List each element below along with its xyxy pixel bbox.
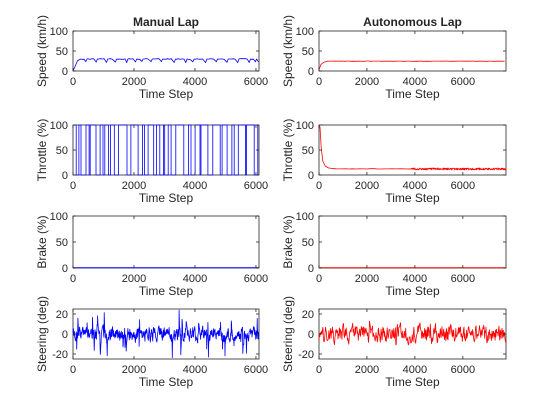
x-tick-label: 4000 <box>183 364 207 376</box>
x-tick-label: 2000 <box>355 273 379 285</box>
x-tick-label: 6000 <box>244 180 268 192</box>
series-line <box>318 320 507 346</box>
series-line <box>72 309 259 358</box>
x-tick-label: 2000 <box>355 180 379 192</box>
y-tick-label: -20 <box>298 349 314 361</box>
series-line <box>318 124 507 171</box>
plot-area <box>318 30 507 72</box>
series-line <box>72 58 259 72</box>
x-tick-label: 2000 <box>122 273 146 285</box>
y-tick-label: 0 <box>62 263 68 275</box>
y-tick-label: 20 <box>56 309 68 321</box>
x-tick-label: 6000 <box>451 273 475 285</box>
y-tick-label: 0 <box>62 66 68 78</box>
subplot-3: 0 2000 4000 6000 0 50 100 Time Step Throttle (%) <box>35 119 268 205</box>
chart-title: Manual Lap <box>133 15 199 29</box>
subplot-4: 0 2000 4000 6000 0 50 100 Time Step Throttle (%) <box>281 119 507 205</box>
y-tick-label: -20 <box>52 349 68 361</box>
y-tick-label: 0 <box>308 170 314 182</box>
plot-area <box>72 215 260 269</box>
x-tick-label: 2000 <box>355 76 379 88</box>
x-tick-label: 4000 <box>403 273 427 285</box>
y-tick-label: 0 <box>62 329 68 341</box>
x-tick-label: 0 <box>316 364 322 376</box>
y-tick-label: 50 <box>56 46 68 58</box>
y-tick-label: 50 <box>56 145 68 157</box>
x-tick-label: 6000 <box>244 76 268 88</box>
y-axis-label: Throttle (%) <box>35 119 49 182</box>
y-tick-label: 100 <box>50 26 68 38</box>
y-tick-label: 50 <box>302 145 314 157</box>
plot-area <box>72 124 260 176</box>
x-tick-label: 4000 <box>183 273 207 285</box>
x-tick-label: 4000 <box>183 180 207 192</box>
x-tick-label: 0 <box>316 76 322 88</box>
x-axis-label: Time Step <box>385 375 440 389</box>
x-tick-label: 0 <box>70 76 76 88</box>
x-tick-label: 2000 <box>122 364 146 376</box>
y-tick-label: 100 <box>296 211 314 223</box>
y-tick-label: 50 <box>302 237 314 249</box>
x-axis-label: Time Step <box>385 191 440 205</box>
y-axis-label: Steering (deg) <box>281 296 295 372</box>
x-tick-label: 4000 <box>403 76 427 88</box>
x-tick-label: 6000 <box>244 273 268 285</box>
y-axis-label: Throttle (%) <box>281 119 295 182</box>
subplot-6: 0 2000 4000 6000 0 50 100 Time Step Brake (%) <box>281 211 507 298</box>
y-tick-label: 100 <box>50 120 68 132</box>
x-axis-label: Time Step <box>139 191 194 205</box>
y-tick-label: 0 <box>62 170 68 182</box>
y-axis-label: Speed (km/h) <box>35 15 49 87</box>
x-tick-label: 4000 <box>403 180 427 192</box>
x-axis-label: Time Step <box>139 375 194 389</box>
chart-title: Autonomous Lap <box>363 15 462 29</box>
y-tick-label: 20 <box>302 309 314 321</box>
x-tick-label: 0 <box>70 273 76 285</box>
y-axis-label: Brake (%) <box>281 215 295 268</box>
x-tick-label: 0 <box>70 364 76 376</box>
y-tick-label: 50 <box>302 46 314 58</box>
series-line <box>73 124 259 176</box>
y-tick-label: 0 <box>308 263 314 275</box>
y-tick-label: 100 <box>50 211 68 223</box>
y-axis-label: Brake (%) <box>35 215 49 268</box>
x-tick-label: 6000 <box>244 364 268 376</box>
x-tick-label: 2000 <box>355 364 379 376</box>
x-axis-label: Time Step <box>139 284 194 298</box>
plot-area <box>318 124 507 176</box>
x-tick-label: 4000 <box>183 76 207 88</box>
plot-area <box>318 215 507 269</box>
x-tick-label: 6000 <box>451 180 475 192</box>
x-tick-label: 0 <box>316 273 322 285</box>
y-axis-label: Steering (deg) <box>35 296 49 372</box>
y-axis-label: Speed (km/h) <box>281 15 295 87</box>
y-tick-label: 50 <box>56 237 68 249</box>
x-tick-label: 2000 <box>122 76 146 88</box>
x-tick-label: 0 <box>316 180 322 192</box>
x-tick-label: 0 <box>70 180 76 192</box>
y-tick-label: 0 <box>308 329 314 341</box>
subplot-1: 0 2000 4000 6000 0 50 100 Time Step Speed (km/h)… <box>35 15 268 101</box>
x-tick-label: 6000 <box>451 76 475 88</box>
subplot-5: 0 2000 4000 6000 0 50 100 Time Step Brake (%) <box>35 211 268 298</box>
x-tick-label: 6000 <box>451 364 475 376</box>
subplot-2: 0 2000 4000 6000 0 50 100 Time Step Speed (km/h)… <box>281 15 507 101</box>
series-line <box>318 60 505 70</box>
x-axis-label: Time Step <box>385 284 440 298</box>
x-axis-label: Time Step <box>385 87 440 101</box>
x-tick-label: 2000 <box>122 180 146 192</box>
y-tick-label: 100 <box>296 120 314 132</box>
y-tick-label: 100 <box>296 26 314 38</box>
plot-area <box>72 30 260 72</box>
y-tick-label: 0 <box>308 66 314 78</box>
x-axis-label: Time Step <box>139 87 194 101</box>
x-tick-label: 4000 <box>403 364 427 376</box>
